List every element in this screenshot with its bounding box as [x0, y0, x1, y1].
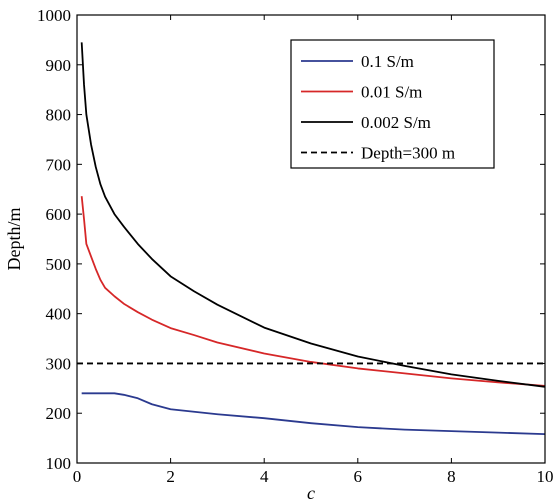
y-tick-label-1: 200	[46, 404, 72, 423]
y-tick-label-7: 800	[46, 106, 72, 125]
y-tick-label-3: 400	[46, 305, 72, 324]
y-tick-label-2: 300	[46, 354, 72, 373]
x-tick-label-2: 4	[260, 467, 269, 486]
x-tick-label-5: 10	[537, 467, 554, 486]
series-line-1	[80, 196, 545, 387]
y-tick-label-6: 700	[46, 155, 72, 174]
legend-label-0: 0.1 S/m	[361, 52, 414, 71]
y-tick-label-9: 1000	[37, 6, 71, 25]
x-tick-label-0: 0	[73, 467, 82, 486]
legend-box	[290, 39, 495, 169]
y-tick-label-4: 500	[46, 255, 72, 274]
x-tick-label-3: 6	[354, 467, 363, 486]
legend-label-3: Depth=300 m	[361, 144, 455, 163]
x-axis-label: c	[307, 483, 315, 503]
plot-frame	[76, 14, 546, 464]
legend-label-1: 0.01 S/m	[361, 83, 422, 102]
x-tick-label-4: 8	[447, 467, 456, 486]
legend-label-2: 0.002 S/m	[361, 113, 431, 132]
y-axis-label: Depth/m	[4, 208, 24, 271]
y-tick-label-5: 600	[46, 205, 72, 224]
series-line-0	[81, 392, 545, 436]
y-tick-label-0: 100	[46, 454, 72, 473]
y-tick-label-8: 900	[46, 56, 72, 75]
x-tick-label-1: 2	[166, 467, 175, 486]
